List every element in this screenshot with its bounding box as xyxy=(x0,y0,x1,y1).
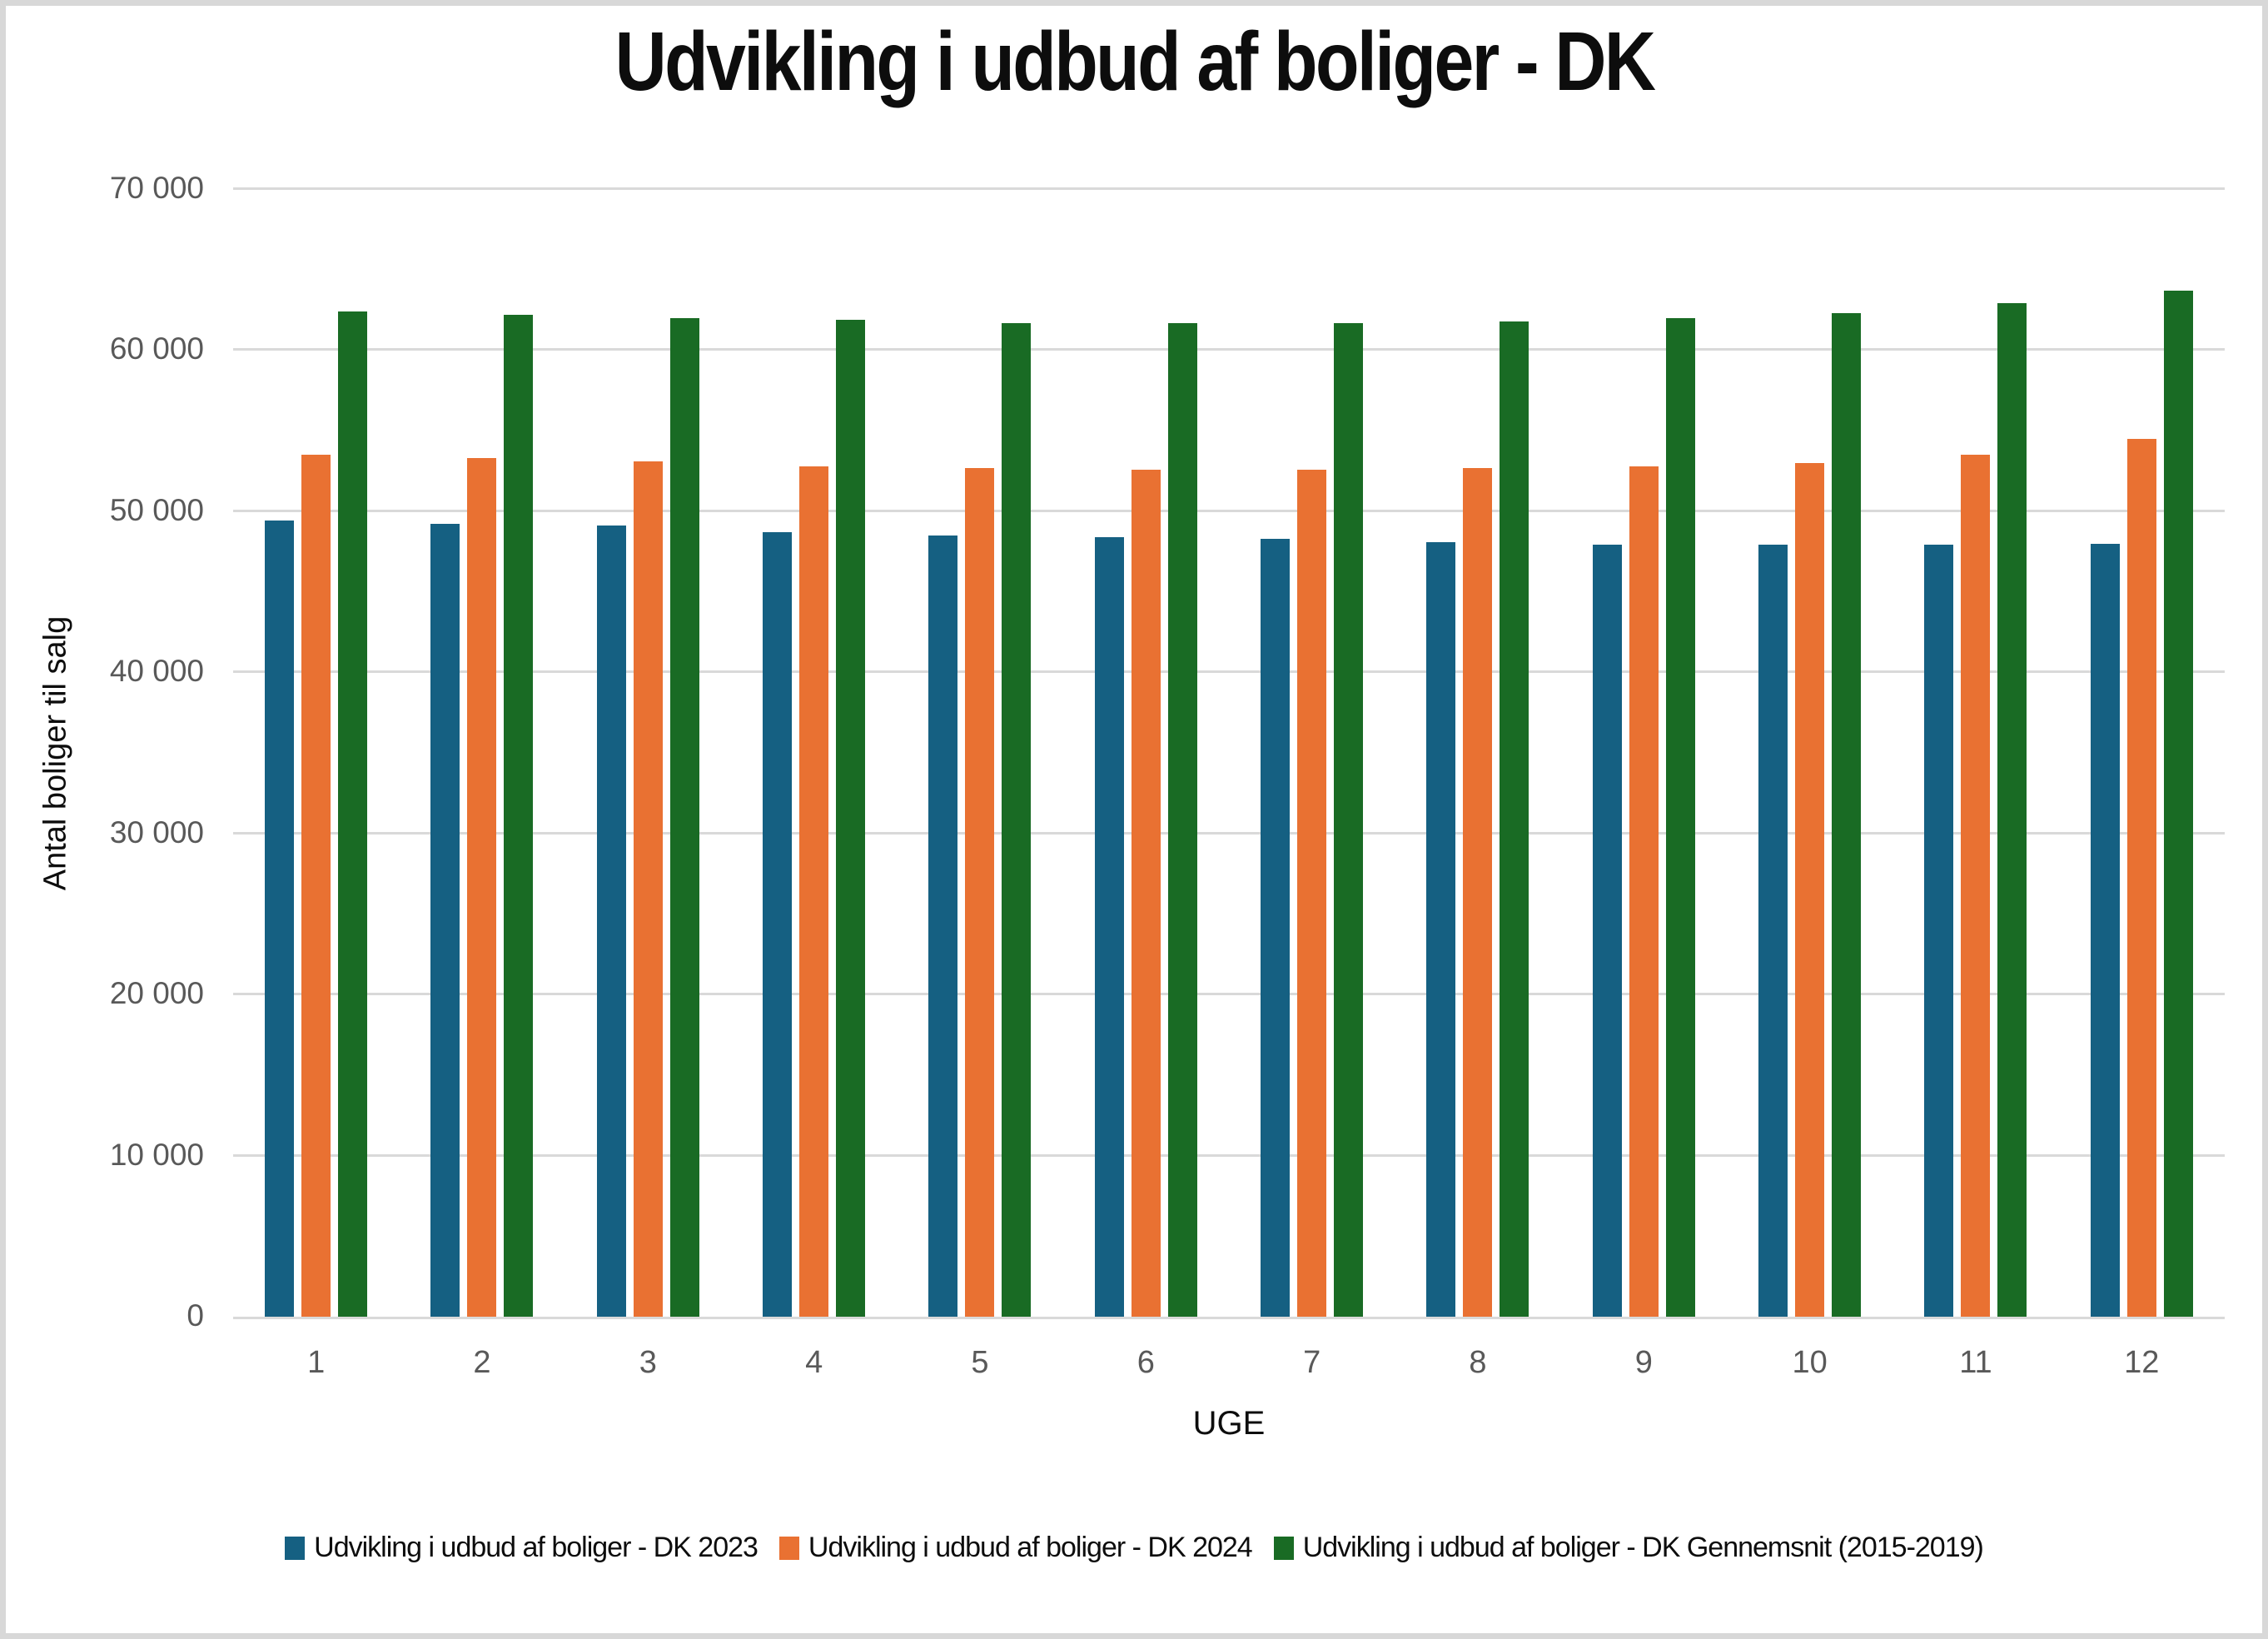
bar xyxy=(1997,303,2027,1317)
bar xyxy=(1665,317,1695,1317)
legend-item: Udvikling i udbud af boliger - DK 2023 xyxy=(285,1532,758,1564)
bar xyxy=(633,461,663,1317)
x-tick-label: 9 xyxy=(1634,1345,1653,1380)
legend-label: Udvikling i udbud af boliger - DK 2024 xyxy=(808,1532,1253,1563)
x-axis-title: UGE xyxy=(1192,1405,1266,1442)
bar xyxy=(2090,543,2120,1317)
bar xyxy=(2163,290,2193,1317)
bar-group-week-12 xyxy=(2059,189,2225,1317)
gridline-30000 xyxy=(233,831,2225,834)
bar xyxy=(836,319,866,1317)
gridline-10000 xyxy=(233,1153,2225,1157)
bar xyxy=(1758,545,1788,1317)
bar xyxy=(1334,322,1364,1317)
x-tick-label: 11 xyxy=(1959,1345,1992,1380)
bar-group-week-11 xyxy=(1892,189,2058,1317)
bar xyxy=(265,521,295,1317)
bar-group-week-1 xyxy=(233,189,399,1317)
gridline-70000 xyxy=(233,187,2225,190)
legend-label: Udvikling i udbud af boliger - DK 2023 xyxy=(314,1532,758,1563)
bar xyxy=(1592,545,1622,1317)
x-tick-label: 1 xyxy=(307,1345,326,1380)
x-tick-label: 3 xyxy=(639,1345,657,1380)
y-tick-label: 10 000 xyxy=(109,1137,204,1172)
bar-group-week-6 xyxy=(1063,189,1229,1317)
gridline-50000 xyxy=(233,509,2225,512)
x-tick-label: 8 xyxy=(1469,1345,1487,1380)
x-tick-label: 10 xyxy=(1792,1345,1828,1380)
legend-label: Udvikling i udbud af boliger - DK Gennem… xyxy=(1302,1532,1984,1563)
bar xyxy=(1167,322,1197,1317)
bar xyxy=(1094,536,1124,1317)
bar-group-week-10 xyxy=(1727,189,1892,1317)
bar xyxy=(1961,455,1991,1317)
legend-swatch-icon xyxy=(1273,1536,1294,1560)
plot-area xyxy=(233,187,2225,1319)
bar xyxy=(965,467,995,1317)
gridline-60000 xyxy=(233,348,2225,351)
bar-group-week-3 xyxy=(565,189,731,1317)
bar xyxy=(799,466,829,1317)
legend-swatch-icon xyxy=(778,1536,799,1560)
x-tick-label: 6 xyxy=(1136,1345,1155,1380)
bar xyxy=(1924,545,1954,1317)
y-axis-tick-labels: 0 10 000 20 000 30 000 40 000 50 000 60 000 70 … xyxy=(6,171,204,1333)
bar xyxy=(669,317,699,1317)
bar xyxy=(1297,469,1327,1317)
legend-item: Udvikling i udbud af boliger - DK Gennem… xyxy=(1273,1532,1984,1564)
chart-title: Udvikling i udbud af boliger - DK xyxy=(6,14,2262,110)
legend-item: Udvikling i udbud af boliger - DK 2024 xyxy=(778,1532,1253,1564)
x-tick-label: 2 xyxy=(473,1345,491,1380)
gridline-20000 xyxy=(233,993,2225,996)
bar xyxy=(1426,541,1456,1317)
y-tick-label: 30 000 xyxy=(109,815,204,849)
bar xyxy=(1795,462,1825,1317)
bar-groups xyxy=(233,189,2225,1317)
bar xyxy=(1131,469,1161,1317)
y-tick-label: 50 000 xyxy=(109,492,204,527)
gridline-40000 xyxy=(233,670,2225,674)
bar xyxy=(1261,538,1291,1317)
bar-group-week-2 xyxy=(399,189,565,1317)
bar xyxy=(596,526,626,1317)
bar xyxy=(1002,322,1032,1317)
bar xyxy=(301,455,331,1317)
y-tick-label: 0 xyxy=(187,1298,204,1333)
y-tick-label: 40 000 xyxy=(109,654,204,689)
bar xyxy=(928,535,958,1317)
bar-group-week-7 xyxy=(1229,189,1395,1317)
x-axis-tick-labels: 1 2 3 4 5 6 7 8 9 10 11 12 xyxy=(233,1345,2225,1381)
bar xyxy=(467,458,497,1317)
x-tick-label: 7 xyxy=(1303,1345,1321,1380)
bar-group-week-8 xyxy=(1395,189,1560,1317)
y-tick-label: 60 000 xyxy=(109,331,204,366)
x-tick-label: 12 xyxy=(2124,1345,2160,1380)
bar xyxy=(1463,467,1493,1317)
bar-group-week-5 xyxy=(897,189,1062,1317)
y-tick-label: 20 000 xyxy=(109,976,204,1011)
y-tick-label: 70 000 xyxy=(109,171,204,205)
bar xyxy=(338,311,368,1317)
bar-group-week-9 xyxy=(1561,189,1727,1317)
bar-group-week-4 xyxy=(731,189,897,1317)
legend-swatch-icon xyxy=(285,1536,306,1560)
bar xyxy=(504,314,534,1317)
chart-title-text: Udvikling i udbud af boliger - DK xyxy=(614,15,1655,108)
bar xyxy=(763,532,793,1317)
x-tick-label: 5 xyxy=(971,1345,989,1380)
legend: Udvikling i udbud af boliger - DK 2023 Ud… xyxy=(6,1532,2262,1564)
bar xyxy=(1629,466,1659,1317)
bar xyxy=(1832,312,1862,1317)
bar xyxy=(2126,438,2156,1317)
bar xyxy=(430,524,460,1317)
bar xyxy=(1500,321,1529,1317)
x-tick-label: 4 xyxy=(805,1345,823,1380)
